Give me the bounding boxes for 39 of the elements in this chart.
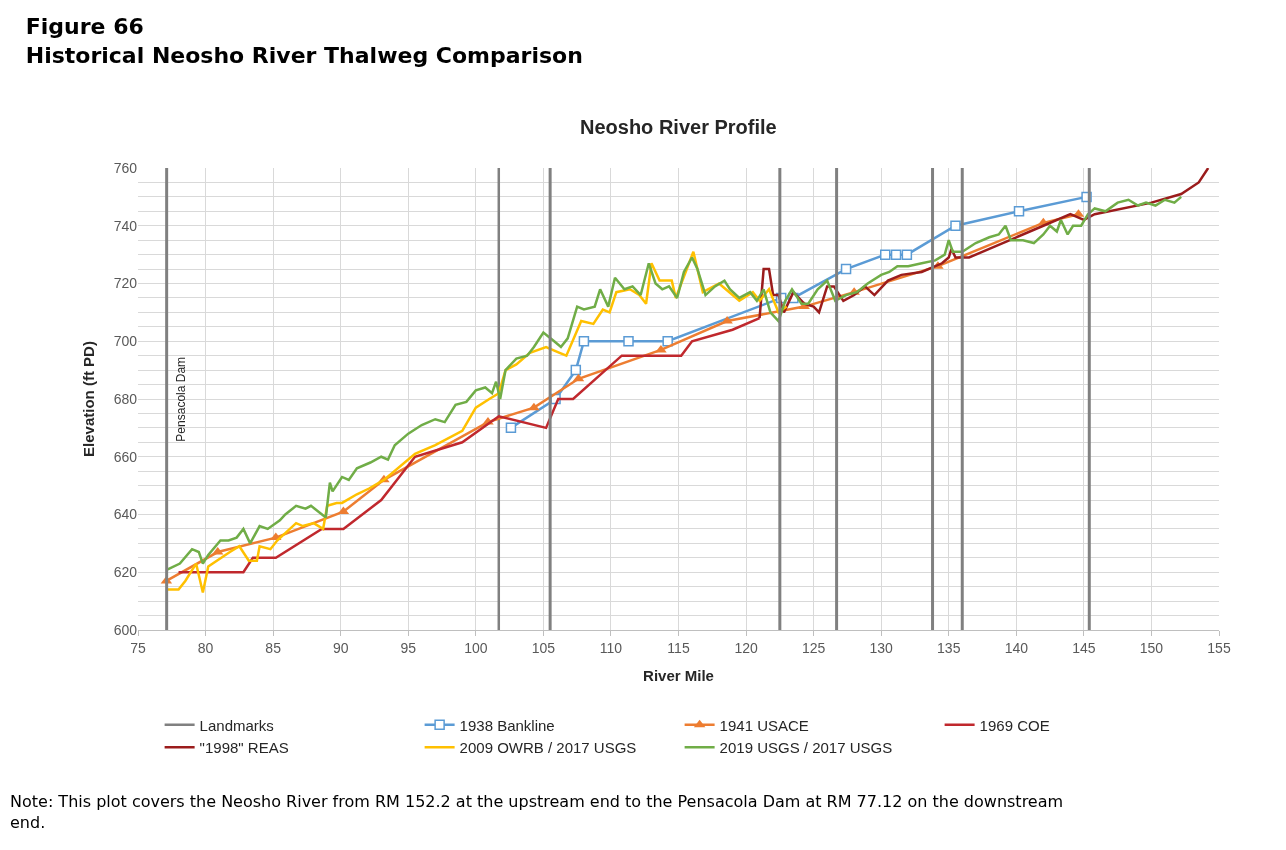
x-tick-label: 130	[869, 639, 894, 656]
x-tick-label: 75	[130, 639, 146, 656]
chart-subtitle: Neosho River Profile	[580, 116, 777, 138]
x-tick-label: 120	[734, 639, 758, 656]
legend-label: "1998" REAS	[199, 739, 289, 757]
y-axis-title: Elevation (ft PD)	[79, 341, 97, 457]
text: Note: This plot covers the Neosho River from RM 152.2 at the upstream end to the Pensacola Dam at RM 77.12 on the downstream end.	[10, 792, 1064, 832]
chart-title: Figure 66 Historical Neosho River Thalweg Comparison	[25, 14, 583, 68]
x-tick-label: 100	[464, 639, 488, 656]
x-axis-title: River Mile	[643, 666, 714, 684]
legend-label: 1941 USACE	[719, 716, 809, 734]
y-tick-label: 640	[113, 506, 138, 523]
x-tick-label: 105	[531, 639, 556, 656]
x-tick-label: 145	[1072, 639, 1096, 656]
x-tick-label: 150	[1139, 639, 1164, 656]
x-tick-label: 95	[400, 639, 417, 656]
x-tick-label: 80	[197, 639, 214, 656]
y-tick-label: 760	[113, 159, 138, 176]
x-tick-label: 110	[599, 639, 623, 656]
legend-label: 1969 COE	[979, 716, 1050, 734]
y-tick-label: 720	[113, 275, 138, 292]
y-tick-label: 740	[113, 217, 138, 234]
y-tick-label: 700	[113, 333, 138, 350]
x-tick-label: 140	[1004, 639, 1029, 656]
ref-line-label: Pensacola Dam	[173, 356, 188, 442]
y-tick-label: 600	[113, 621, 138, 638]
legend-label: 2019 USGS / 2017 USGS	[719, 739, 893, 757]
legend-label: Landmarks	[199, 716, 274, 734]
x-tick-label: 135	[937, 639, 961, 656]
x-tick-label: 125	[801, 639, 826, 656]
x-tick-label: 90	[332, 639, 349, 656]
x-tick-label: 155	[1207, 639, 1231, 656]
y-tick-label: 680	[113, 390, 138, 407]
y-tick-label: 660	[113, 448, 138, 465]
x-tick-label: 85	[265, 639, 282, 656]
legend-label: 2009 OWRB / 2017 USGS	[459, 739, 637, 757]
y-tick-label: 620	[113, 564, 138, 581]
legend-label: 1938 Bankline	[459, 716, 555, 734]
x-tick-label: 115	[667, 639, 690, 656]
